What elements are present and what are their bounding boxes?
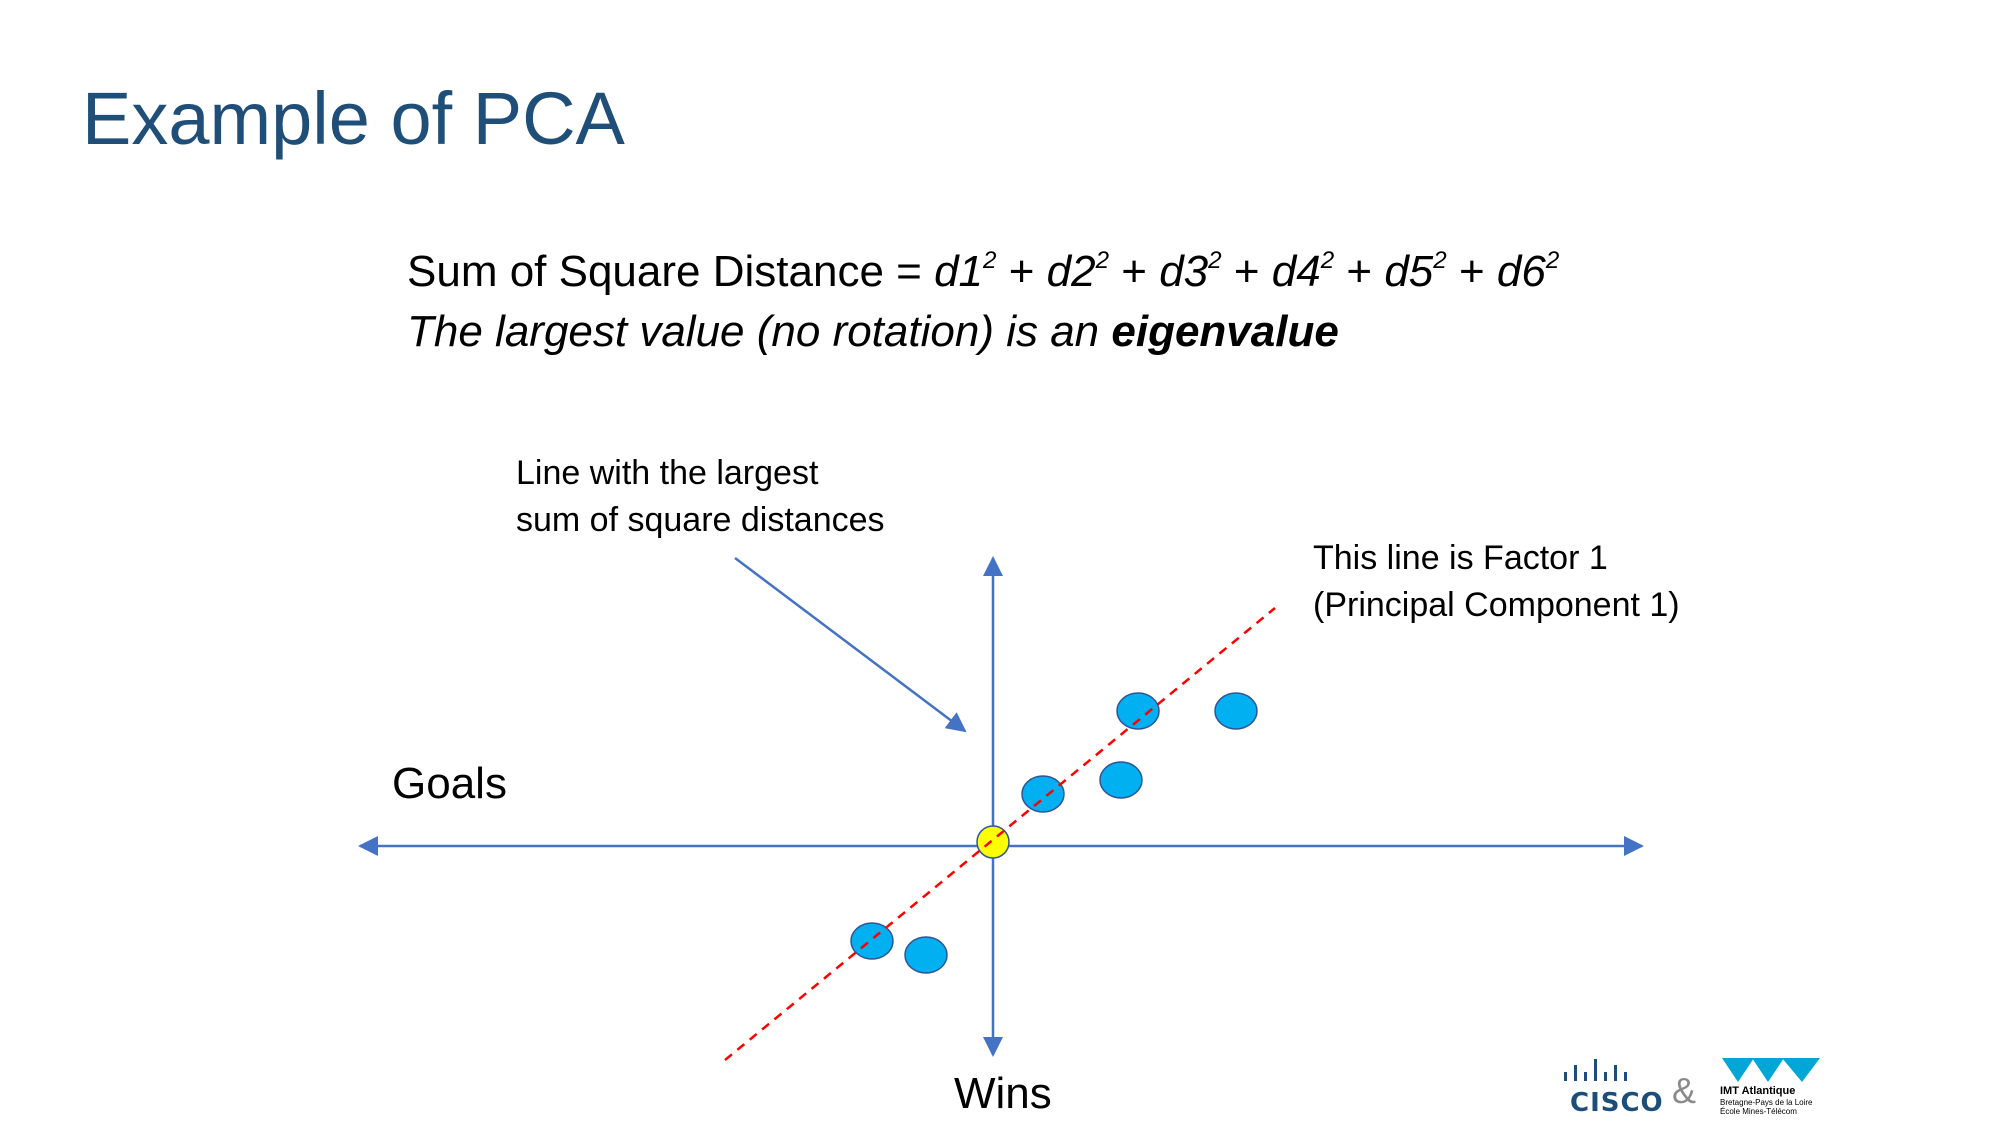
eigenvalue-word: eigenvalue: [1111, 307, 1339, 356]
formula-exponent: 2: [983, 246, 997, 274]
formula-term: d42: [1271, 246, 1335, 296]
data-point: [1099, 761, 1143, 799]
ampersand: &: [1672, 1070, 1697, 1111]
formula-terms: d12 + d22 + d32 + d42 + d52 + d62: [934, 247, 1559, 296]
formula-exponent: 2: [1433, 246, 1447, 274]
left-annotation-line1: Line with the largest: [516, 454, 819, 492]
left-annotation-line2: sum of square distances: [516, 501, 885, 539]
plus-sign: +: [1446, 247, 1497, 296]
data-point: [850, 922, 894, 960]
imt-subtitle-2: École Mines-Télécom: [1720, 1106, 1797, 1116]
pointer-arrow: [734, 557, 967, 733]
eigenvalue-statement: The largest value (no rotation) is an ei…: [407, 310, 1339, 354]
plus-sign: +: [1221, 247, 1272, 296]
formula-term: d32: [1159, 246, 1222, 296]
goals-axis-label: Goals: [392, 759, 507, 808]
data-point: [1116, 692, 1160, 730]
data-points: [850, 692, 1258, 974]
formula-exponent: 2: [1208, 246, 1222, 274]
imt-logo-icon: [1722, 1058, 1820, 1082]
cisco-logo-icon: [1564, 1059, 1627, 1081]
imt-logo-text: IMT Atlantique Bretagne-Pays de la Loire…: [1720, 1085, 1813, 1116]
plus-sign: +: [1109, 247, 1160, 296]
formula-term: d22: [1046, 246, 1110, 296]
imt-subtitle-1: Bretagne-Pays de la Loire: [1720, 1097, 1813, 1107]
data-point: [904, 936, 948, 974]
formula-line: Sum of Square Distance = d12 + d22 + d32…: [407, 247, 1559, 296]
formula-term: d62: [1496, 246, 1560, 296]
right-annotation-line2: (Principal Component 1): [1313, 586, 1680, 624]
right-annotation: This line is Factor 1 (Principal Compone…: [1313, 535, 1680, 629]
cisco-logo-text: CISCO: [1570, 1088, 1664, 1118]
data-point: [1214, 692, 1258, 730]
eigenvalue-prefix: The largest value (no rotation) is an: [407, 307, 1112, 356]
plus-sign: +: [996, 247, 1047, 296]
formula-term: d12: [934, 246, 997, 296]
right-annotation-line1: This line is Factor 1: [1313, 539, 1608, 577]
formula-term: d52: [1384, 246, 1447, 296]
plus-sign: +: [1334, 247, 1385, 296]
left-annotation: Line with the largest sum of square dist…: [516, 450, 885, 544]
formula-exponent: 2: [1320, 246, 1335, 274]
factor1-line: [724, 607, 1276, 1061]
formula-exponent: 2: [1545, 246, 1560, 274]
origin-point: [976, 825, 1010, 859]
formula-exponent: 2: [1095, 246, 1110, 274]
imt-name: IMT Atlantique: [1720, 1085, 1796, 1097]
data-point: [1021, 775, 1065, 813]
wins-axis-label: Wins: [954, 1069, 1052, 1118]
slide-title: Example of PCA: [82, 77, 625, 160]
formula-lhs: Sum of Square Distance =: [407, 247, 935, 296]
